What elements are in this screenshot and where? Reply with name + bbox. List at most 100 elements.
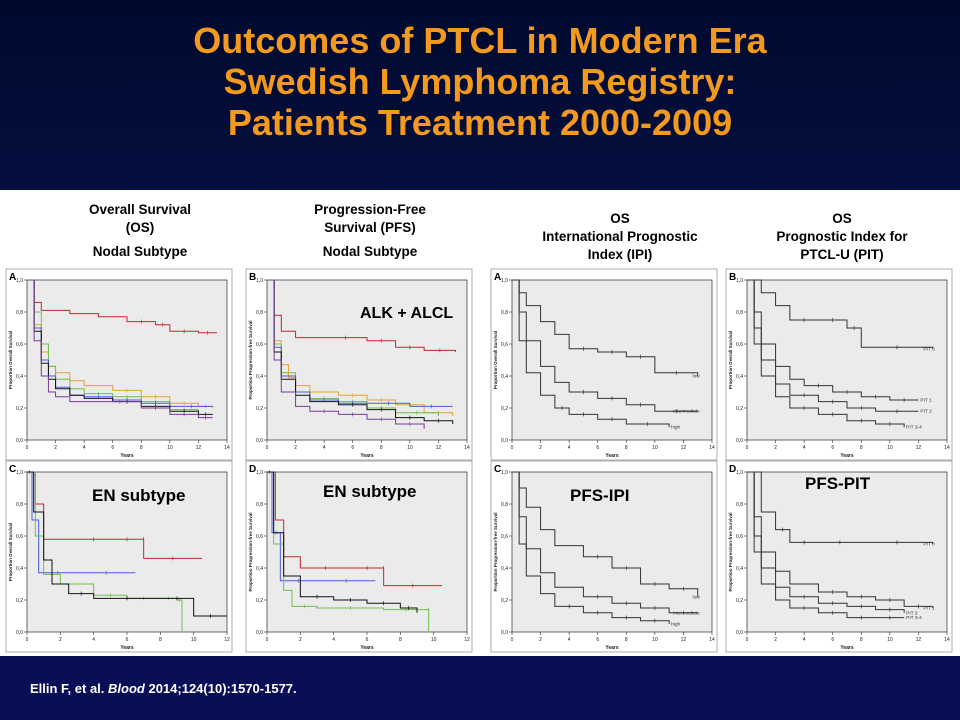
chart-pfs-nodal: B 0,0 0,2 0,4 0,6 0,8 1,0 0 2 4 6 8 10 12 14 Years Propo…	[245, 268, 473, 461]
series-label: intermediate	[673, 610, 700, 616]
panel-letter: D	[249, 464, 256, 475]
y-axis-label: Proportion Overall Survival	[8, 523, 13, 581]
x-tick-label: 0	[746, 445, 749, 451]
header-os-ipi: OS International Prognostic Index (IPI)	[520, 210, 720, 264]
footer-band	[0, 656, 960, 720]
x-tick-label: 2	[774, 637, 777, 643]
x-tick-label: 10	[191, 637, 197, 643]
y-tick-label: 0,8	[501, 310, 508, 316]
x-tick-label: 8	[399, 637, 402, 643]
y-tick-label: 0,6	[501, 534, 508, 540]
panel-letter: A	[9, 272, 16, 283]
km-curve-black	[267, 471, 418, 613]
km-curve-purple	[267, 279, 425, 429]
x-tick-label: 12	[916, 445, 922, 451]
series-label: PIT 0	[923, 346, 935, 352]
y-tick-label: 1,0	[256, 470, 263, 476]
plot-area	[266, 279, 468, 441]
chart-pfs-pit: D 0,0 0,2 0,4 0,6 0,8 1,0 0 2 4 6 8 10 12 14 Years Propo…	[725, 460, 953, 653]
label-alk-alcl: ALK + ALCL	[360, 305, 454, 322]
y-tick-label: 0,8	[736, 310, 743, 316]
y-tick-label: 0,6	[736, 342, 743, 348]
y-tick-label: 0,8	[16, 502, 23, 508]
header-line: Nodal Subtype	[322, 244, 418, 259]
x-tick-label: 6	[596, 637, 599, 643]
header-line: Progression-Free	[314, 202, 426, 217]
y-tick-label: 0,4	[501, 566, 508, 572]
y-tick-label: 0,2	[16, 406, 23, 412]
series-label: high	[671, 622, 680, 628]
y-tick-label: 0,4	[16, 374, 23, 380]
x-tick-label: 8	[380, 445, 383, 451]
chart-os-ipi: A 0,0 0,2 0,4 0,6 0,8 1,0 0 2 4 6 8 10 12 14 Years Propo…	[490, 268, 718, 461]
chart-pfs-en: D 0,0 0,2 0,4 0,6 0,8 1,0 0 2 4 6 8 10 12 Years Proport…	[245, 460, 473, 653]
x-tick-label: 14	[709, 445, 715, 451]
y-tick-label: 0,0	[16, 630, 23, 636]
x-tick-label: 4	[803, 637, 806, 643]
x-tick-label: 4	[332, 637, 335, 643]
y-tick-label: 0,4	[736, 566, 743, 572]
x-tick-label: 6	[126, 637, 129, 643]
series-label: PIT 0	[923, 542, 935, 548]
x-tick-label: 0	[266, 637, 269, 643]
citation-authors: Ellin F, et al.	[30, 681, 109, 696]
series-label: low	[693, 594, 701, 600]
x-tick-label: 2	[54, 445, 57, 451]
y-axis-label: Proportion Overall Survival	[8, 331, 13, 389]
plot-area	[746, 471, 948, 633]
series-label: low	[693, 374, 701, 380]
y-tick-label: 0,0	[256, 438, 263, 444]
x-tick-label: 8	[625, 637, 628, 643]
x-tick-label: 12	[681, 445, 687, 451]
header-line: Prognostic Index for	[776, 229, 908, 244]
x-tick-label: 6	[831, 637, 834, 643]
x-tick-label: 4	[323, 445, 326, 451]
x-tick-label: 10	[167, 445, 173, 451]
x-tick-label: 12	[224, 637, 230, 643]
chart-os-nodal: A 0,0 0,2 0,4 0,6 0,8 1,0 0 2 4 6 8 10 12 14 Years Propo…	[5, 268, 233, 461]
x-tick-label: 10	[652, 445, 658, 451]
y-tick-label: 0,2	[501, 598, 508, 604]
x-tick-label: 4	[803, 445, 806, 451]
x-tick-label: 14	[709, 637, 715, 643]
x-axis-label: Years	[605, 453, 619, 459]
chart-os-pit: B 0,0 0,2 0,4 0,6 0,8 1,0 0 2 4 6 8 10 12 14 Years Propo…	[725, 268, 953, 461]
x-tick-label: 12	[464, 637, 470, 643]
y-tick-label: 0,2	[256, 598, 263, 604]
y-tick-label: 0,0	[736, 630, 743, 636]
x-tick-label: 2	[299, 637, 302, 643]
title-line-1: Outcomes of PTCL in Modern Era	[193, 20, 767, 61]
y-tick-label: 0,8	[16, 310, 23, 316]
header-line: Index (IPI)	[587, 247, 653, 262]
y-tick-label: 0,2	[501, 406, 508, 412]
x-axis-label: Years	[120, 645, 134, 651]
x-tick-label: 12	[196, 445, 202, 451]
x-tick-label: 0	[511, 637, 514, 643]
x-tick-label: 8	[140, 445, 143, 451]
km-curve-gray	[747, 471, 905, 619]
x-tick-label: 4	[568, 445, 571, 451]
x-tick-label: 6	[831, 445, 834, 451]
panel-letter: C	[9, 464, 16, 475]
header-line: Overall Survival	[88, 202, 192, 217]
header-line: PTCL-U (PIT)	[800, 247, 884, 262]
series-label: PIT 1	[923, 606, 935, 612]
panel-letter: C	[494, 464, 501, 475]
y-tick-label: 0,0	[736, 438, 743, 444]
km-curve-black	[27, 471, 227, 617]
km-curve-gray	[747, 279, 905, 428]
x-tick-label: 10	[887, 637, 893, 643]
km-curve-gray	[512, 279, 699, 376]
x-tick-label: 0	[746, 637, 749, 643]
x-tick-label: 4	[568, 637, 571, 643]
y-tick-label: 0,8	[501, 502, 508, 508]
y-tick-label: 1,0	[736, 278, 743, 284]
x-tick-label: 2	[774, 445, 777, 451]
y-tick-label: 1,0	[16, 278, 23, 284]
y-tick-label: 0,8	[736, 502, 743, 508]
header-line: OS	[610, 211, 630, 226]
x-tick-label: 2	[294, 445, 297, 451]
x-tick-label: 4	[92, 637, 95, 643]
km-curve-gray	[512, 279, 698, 412]
label-en-subtype-os: EN subtype	[92, 486, 186, 505]
